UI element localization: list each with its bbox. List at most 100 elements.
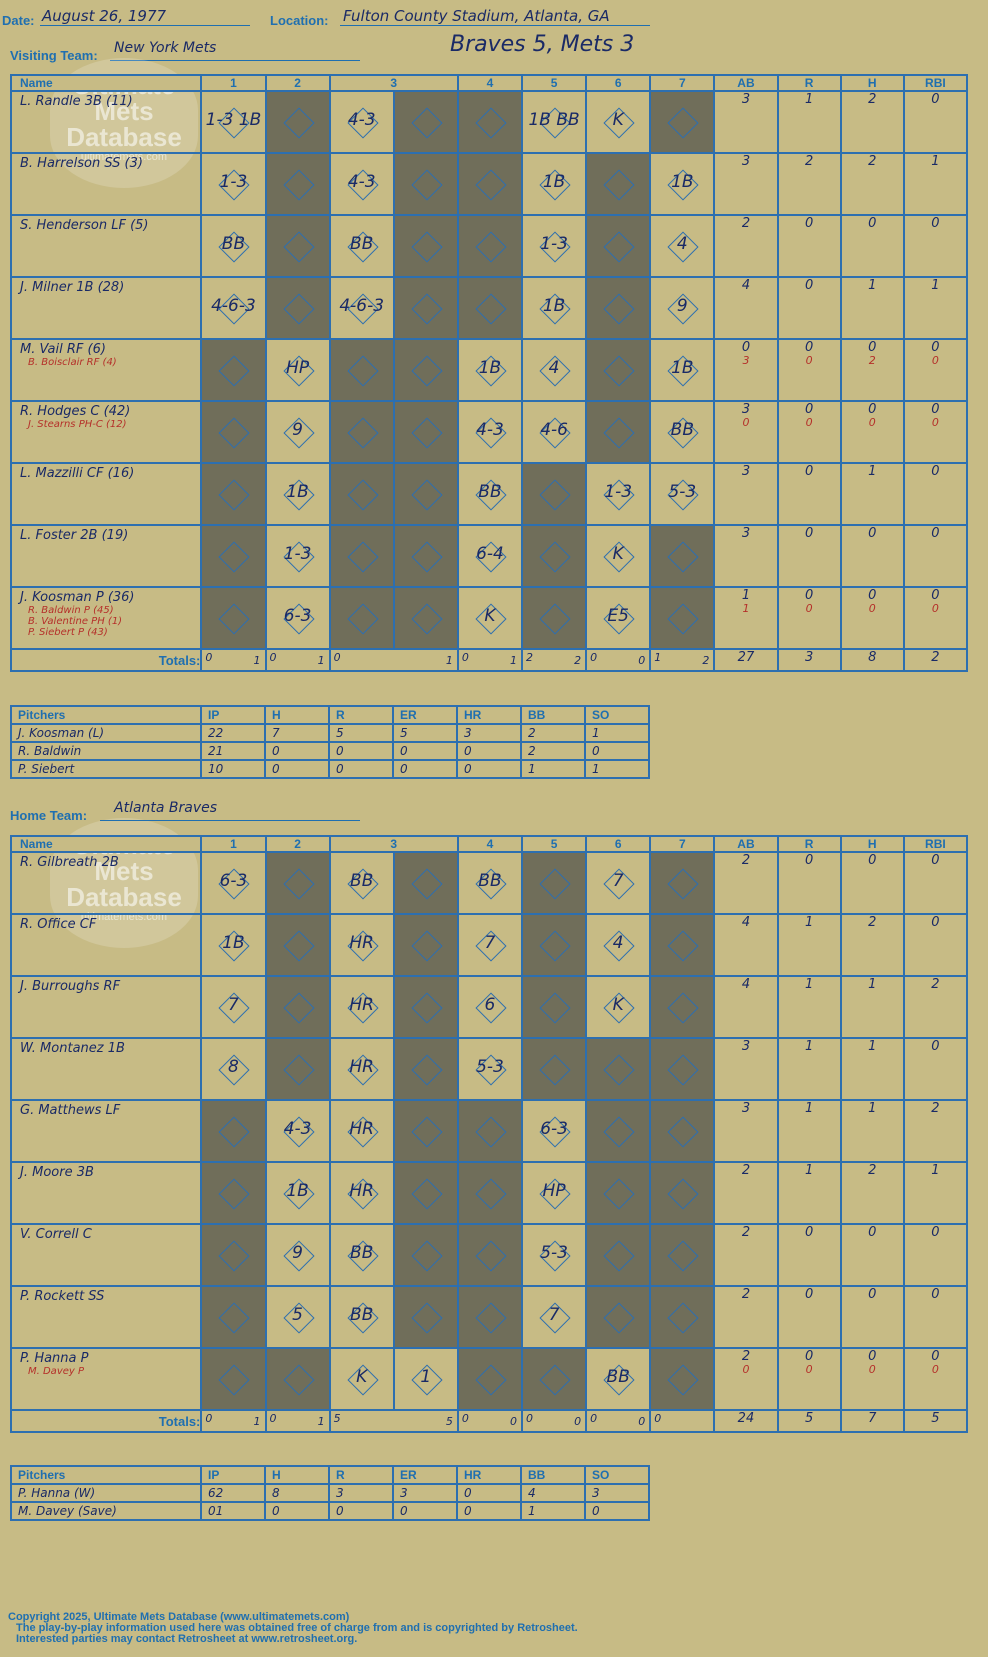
play-result: 4-3: [283, 1119, 312, 1139]
diamond-icon: [218, 1364, 251, 1396]
stat-h: 2: [839, 90, 905, 154]
at-bat-cell: 4: [585, 913, 652, 977]
at-bat-cell: E5: [585, 586, 652, 650]
at-bat-cell: 7: [521, 1285, 588, 1349]
inning-hits: 5: [445, 1415, 453, 1428]
inning-hits: 0: [574, 1415, 582, 1428]
play-result: 6: [484, 995, 496, 1015]
at-bat-cell: 1-3: [264, 524, 331, 588]
stat-value: 2: [741, 216, 751, 231]
player-name-cell: G. Matthews LF: [9, 1099, 203, 1163]
stat-value: 1: [804, 92, 814, 107]
stat-value: 1: [804, 1163, 814, 1178]
pitcher-column-header: BB: [520, 705, 586, 725]
pitcher-stat: 8: [264, 1483, 330, 1503]
scorecard-header-row: Name 1 2 3 4 5 6 7 AB R H RBI: [9, 74, 969, 92]
diamond-icon: [218, 417, 251, 449]
home-team-name: Atlanta Braves: [114, 800, 218, 816]
stat-header: R: [776, 74, 842, 92]
at-bat-cell: [200, 1099, 267, 1163]
stat-rbi: 2: [902, 1099, 969, 1163]
at-bat-cell: [649, 1099, 716, 1163]
diamond-icon: [603, 231, 635, 263]
player-name: J. Burroughs RF: [20, 979, 121, 994]
at-bat-cell: 7: [456, 913, 524, 977]
play-result: 1B: [542, 296, 566, 316]
at-bat-cell: [649, 913, 716, 977]
diamond-icon: [475, 1116, 507, 1148]
at-bat-cell: BB: [328, 214, 395, 278]
at-bat-cell: 1B: [521, 152, 588, 216]
diamond-icon: [347, 479, 379, 511]
at-bat-cell: 4-3: [328, 90, 395, 154]
at-bat-cell: [392, 338, 459, 402]
totals-row: Totals: 0 1 0 1 5 5 0 0 0 0 0 0 0 24 5 7 5: [9, 1409, 969, 1433]
at-bat-cell: 6-4: [456, 524, 524, 588]
diamond-icon: [539, 603, 571, 635]
play-result: 1: [420, 1367, 432, 1387]
diamond-icon: [283, 169, 315, 201]
at-bat-cell: 6: [456, 975, 524, 1039]
stat-h: 0: [839, 1285, 905, 1349]
player-row: J. Milner 1B (28) 4-6-3 4-6-3 1B 9 4 0 1 1: [9, 276, 969, 340]
at-bat-cell: HR: [328, 913, 395, 977]
pitcher-stat: 0: [456, 1483, 522, 1503]
column-header-name: Name: [9, 835, 203, 853]
inning-hits: 2: [574, 654, 582, 667]
player-name: L. Foster 2B (19): [20, 528, 129, 543]
pitcher-stat: 2: [520, 723, 586, 743]
player-name: R. Office CF: [20, 917, 97, 932]
player-name: G. Matthews LF: [20, 1103, 121, 1118]
play-result: K: [612, 544, 624, 564]
play-result: 1B BB: [528, 110, 580, 130]
player-name-cell: L. Mazzilli CF (16): [9, 462, 203, 526]
inning-header: 2: [264, 74, 331, 92]
pitcher-column-header: H: [264, 705, 330, 725]
play-result: 6-3: [219, 871, 248, 891]
at-bat-cell: K: [585, 90, 652, 154]
pitcher-stat: 0: [456, 1501, 522, 1521]
diamond-icon: [475, 1240, 507, 1272]
sub-stat-value: 0: [868, 602, 876, 615]
totals-label: Totals:: [9, 1409, 203, 1433]
inning-runs: 0: [590, 1412, 598, 1425]
at-bat-cell: 6-3: [521, 1099, 588, 1163]
player-name: J. Moore 3B: [20, 1165, 94, 1180]
stat-rbi: 0: [902, 462, 969, 526]
pitcher-column-header: Pitchers: [10, 705, 202, 725]
at-bat-cell: [392, 462, 459, 526]
stat-value: 0: [868, 340, 877, 355]
retrosheet-contact: Interested parties may contact Retroshee…: [16, 1633, 358, 1645]
stat-rbi: 0: [902, 1223, 969, 1287]
stat-value: 2: [868, 92, 877, 107]
diamond-icon: [283, 107, 315, 139]
at-bat-cell: [392, 1099, 459, 1163]
at-bat-cell: [456, 1285, 524, 1349]
stat-value: 0: [868, 526, 877, 541]
home-pitchers-table: Pitchers IP H R ER HR BB SO P. Hanna (W) 62 8 3 3 0 4 3…: [10, 1465, 650, 1521]
player-row: L. Foster 2B (19) 1-3 6-4 K 3 0 0 0: [9, 524, 969, 588]
player-name-cell: M. Vail RF (6) B. Boisclair RF (4): [9, 338, 203, 402]
play-result: BB: [670, 420, 694, 440]
play-result: BB: [221, 234, 246, 254]
stat-value: 0: [931, 92, 940, 107]
diamond-icon: [603, 1116, 635, 1148]
stat-r: 0: [776, 1223, 842, 1287]
at-bat-cell: K: [585, 975, 652, 1039]
diamond-icon: [411, 231, 443, 263]
diamond-icon: [411, 541, 443, 573]
play-result: 1-3: [283, 544, 312, 564]
diamond-icon: [347, 355, 379, 387]
totals-text: Totals:: [158, 1413, 201, 1429]
diamond-icon: [539, 930, 571, 962]
play-result: 4-3: [476, 420, 504, 440]
retrosheet-notice: The play-by-play information used here w…: [16, 1622, 578, 1634]
